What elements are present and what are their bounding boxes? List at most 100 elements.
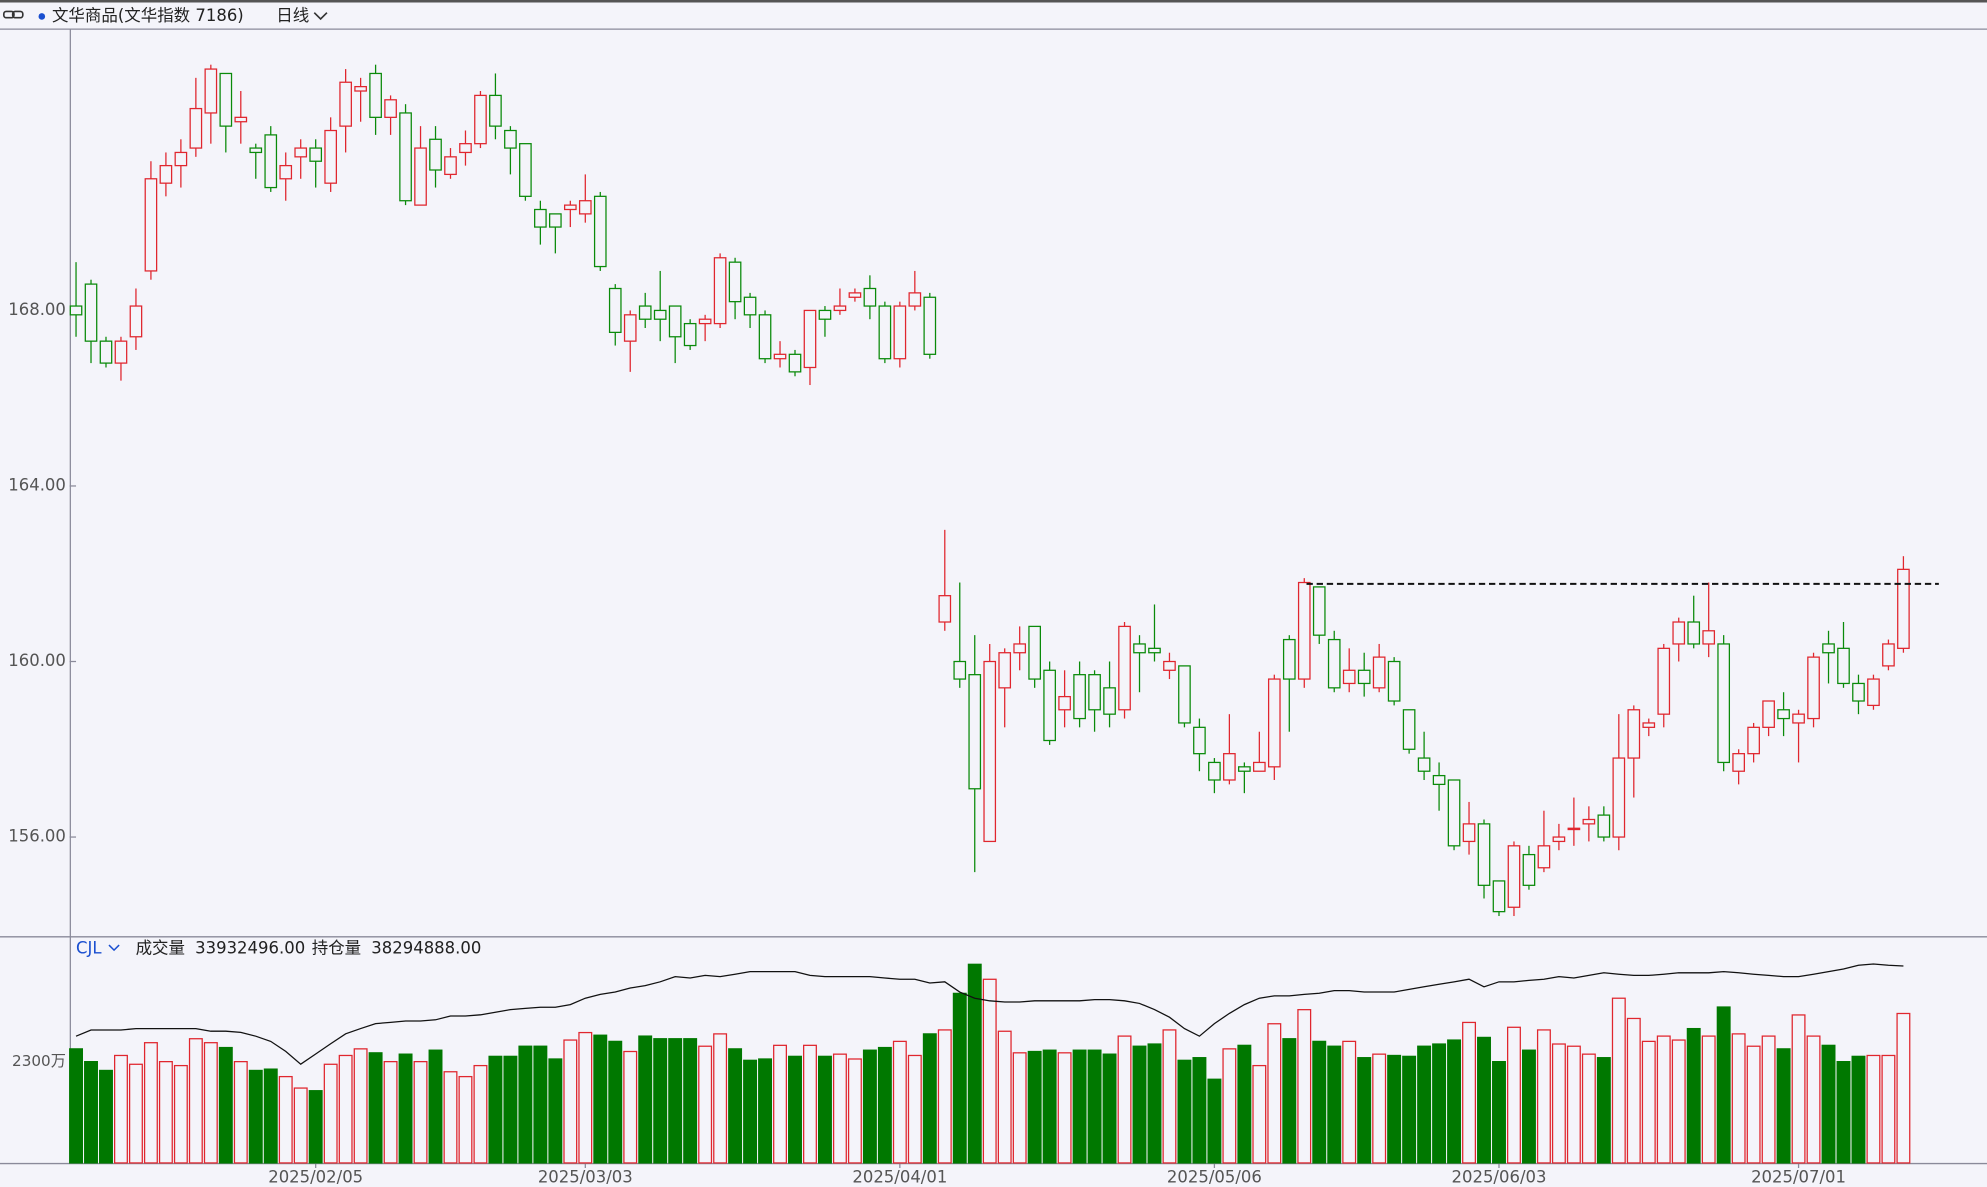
candle-body	[369, 72, 382, 118]
candle-body	[519, 143, 532, 197]
x-tick-label: 2025/06/03	[1452, 1168, 1547, 1187]
candle-body	[953, 660, 967, 680]
volume-bar	[832, 1053, 847, 1164]
indicator-name[interactable]: CJL	[76, 938, 102, 957]
candle-body	[1672, 621, 1686, 645]
y-tick-label: 168.00	[8, 300, 66, 319]
volume-bar	[548, 1058, 563, 1164]
candle-body	[668, 305, 682, 338]
volume-bar	[1132, 1045, 1147, 1164]
volume-bar	[1342, 1040, 1357, 1164]
volume-bar	[278, 1075, 293, 1164]
candle-body	[1103, 687, 1116, 715]
volume-bar	[1477, 1036, 1491, 1164]
volume-bar	[113, 1054, 128, 1164]
volume-bar	[368, 1052, 383, 1164]
candle-body	[1792, 713, 1805, 724]
volume-bar	[1641, 1040, 1656, 1164]
volume-bar	[1821, 1044, 1836, 1164]
volume-bar	[1791, 1014, 1806, 1164]
indicator-chevron[interactable]	[108, 944, 120, 952]
volume-bar	[803, 1044, 817, 1164]
candle-body	[728, 261, 742, 303]
volume-bar	[1072, 1049, 1087, 1164]
candle-body	[1028, 625, 1041, 680]
x-tick-label: 2025/07/01	[1751, 1168, 1846, 1187]
volume-bar	[1267, 1023, 1282, 1164]
volume-bar	[892, 1040, 907, 1164]
volume-bar	[862, 1049, 877, 1164]
candle-body	[1822, 643, 1835, 654]
volume-bar	[683, 1038, 698, 1164]
volume-bar	[952, 992, 967, 1164]
volume-bar	[593, 1034, 608, 1164]
period-selector[interactable]: 日线	[276, 6, 309, 25]
y-tick-label: 160.00	[8, 651, 66, 670]
volume-bar	[1521, 1049, 1536, 1164]
candle-body	[489, 94, 502, 127]
volume-bar	[1731, 1033, 1746, 1164]
candle-body	[234, 116, 248, 123]
candle-body	[339, 81, 352, 127]
candle-body	[1282, 638, 1296, 680]
volume-bar	[383, 1061, 398, 1164]
candle-body	[549, 213, 562, 228]
volume-bar	[907, 1054, 922, 1164]
candle-body	[1852, 682, 1865, 702]
volume-bar	[1177, 1059, 1192, 1164]
candle-body	[84, 283, 98, 342]
volume-bar	[563, 1039, 578, 1164]
candle-body	[1342, 669, 1356, 685]
volume-bar	[69, 1048, 84, 1164]
candle-body	[1118, 625, 1131, 711]
period-chevron[interactable]	[313, 12, 328, 21]
candle-body	[1807, 656, 1820, 720]
candle-body	[893, 305, 907, 360]
legend-value: 33932496.00	[195, 938, 305, 957]
volume-bar	[1357, 1057, 1372, 1164]
volume-bar	[1297, 1009, 1312, 1164]
candle-body	[249, 147, 263, 154]
volume-bar	[1596, 1057, 1611, 1164]
volume-bar	[1551, 1043, 1566, 1164]
volume-bar	[218, 1046, 233, 1164]
candle-body	[384, 99, 397, 118]
volume-bar	[817, 1055, 832, 1164]
candle-body	[159, 164, 173, 184]
volume-bar	[1372, 1053, 1387, 1164]
candle-body	[354, 85, 367, 92]
candle-body	[593, 195, 607, 268]
candle-body	[294, 147, 308, 158]
candle-body	[279, 164, 293, 180]
candle-body	[608, 287, 622, 334]
candle-body	[1867, 678, 1880, 707]
volume-bar	[1626, 1017, 1641, 1164]
candle-body	[1148, 647, 1161, 654]
volume-bar	[1851, 1055, 1866, 1164]
volume-bar	[1402, 1055, 1417, 1164]
x-tick-label: 2025/04/01	[852, 1168, 947, 1187]
candle-body	[1552, 836, 1566, 843]
candle-body	[1058, 695, 1071, 711]
candle-body	[848, 292, 862, 298]
candle-body	[998, 652, 1012, 689]
volume-bar	[877, 1046, 892, 1164]
volume-bar	[1042, 1049, 1057, 1164]
candle-body	[743, 296, 757, 316]
candle-body	[1417, 757, 1431, 772]
candle-body	[758, 314, 772, 360]
volume-bar	[203, 1042, 218, 1164]
candle-body	[788, 353, 802, 373]
volume-bar	[1462, 1021, 1477, 1164]
volume-bar	[413, 1061, 428, 1164]
candle-body	[264, 134, 278, 189]
candle-body	[878, 305, 892, 360]
candle-body	[1657, 647, 1671, 715]
candle-body	[773, 353, 787, 360]
candle-body	[818, 309, 832, 320]
volume-bar	[1656, 1035, 1671, 1164]
volume-bar	[1776, 1048, 1791, 1164]
volume-bar	[1507, 1026, 1521, 1164]
candle-body	[204, 68, 218, 114]
